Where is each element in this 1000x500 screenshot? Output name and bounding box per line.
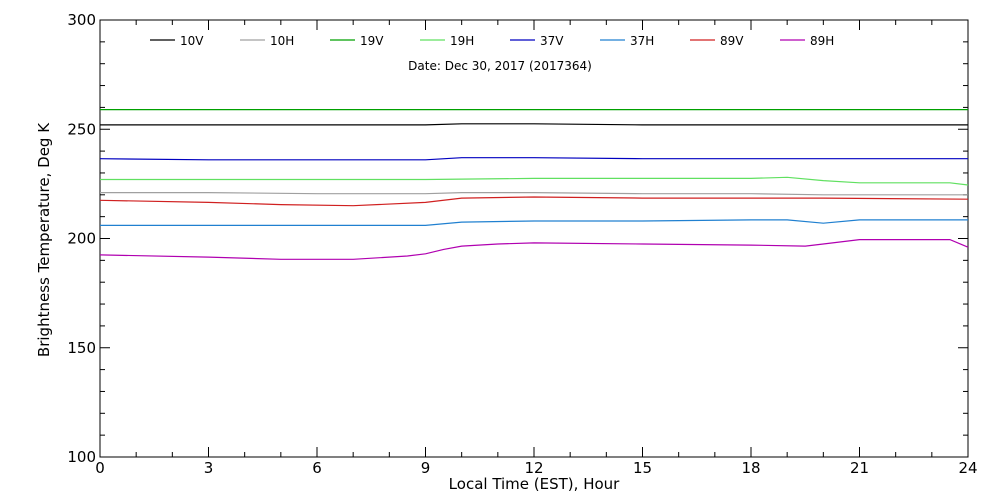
x-axis-label: Local Time (EST), Hour <box>449 475 620 493</box>
legend-label-89H: 89H <box>810 34 834 48</box>
x-tick-label: 9 <box>421 459 431 477</box>
y-axis-label: Brightness Temperature, Deg K <box>35 122 53 357</box>
axis-ticks <box>99 19 969 458</box>
legend-label-37V: 37V <box>540 34 564 48</box>
x-tick-label: 12 <box>524 459 543 477</box>
series-line-10H <box>100 192 968 196</box>
legend: 10V 10H 19V 19H 37V 37H 89V 89H <box>150 34 834 48</box>
x-tick-label: 0 <box>95 459 105 477</box>
y-tick-label: 250 <box>67 120 96 138</box>
legend-label-10V: 10V <box>180 34 204 48</box>
date-subtitle: Date: Dec 30, 2017 (2017364) <box>408 59 592 73</box>
x-tick-label: 21 <box>850 459 869 477</box>
x-tick-label: 18 <box>741 459 760 477</box>
series-line-37V <box>99 157 968 161</box>
x-tick-label: 6 <box>312 459 322 477</box>
legend-label-10H: 10H <box>270 34 294 48</box>
y-tick-label: 200 <box>67 230 96 248</box>
y-tick-label: 100 <box>67 448 96 466</box>
y-tick-label: 150 <box>67 339 96 357</box>
series-line-89V <box>99 196 969 207</box>
legend-label-89V: 89V <box>720 34 744 48</box>
series-lines <box>99 108 969 260</box>
legend-label-19H: 19H <box>450 34 474 48</box>
series-line-19H <box>100 176 969 186</box>
y-tick-label: 300 <box>67 11 96 29</box>
x-tick-label: 3 <box>204 459 214 477</box>
x-tick-label: 15 <box>633 459 652 477</box>
x-tick-label: 24 <box>958 459 977 477</box>
series-line-10V <box>100 123 968 126</box>
series-line-37H <box>100 219 968 226</box>
plot-frame <box>99 19 969 458</box>
series-line-89H <box>99 239 969 260</box>
axis-tick-labels: 0 3 6 9 12 15 18 21 24 100 150 200 250 300 <box>67 11 977 477</box>
legend-label-37H: 37H <box>630 34 654 48</box>
legend-label-19V: 19V <box>360 34 384 48</box>
